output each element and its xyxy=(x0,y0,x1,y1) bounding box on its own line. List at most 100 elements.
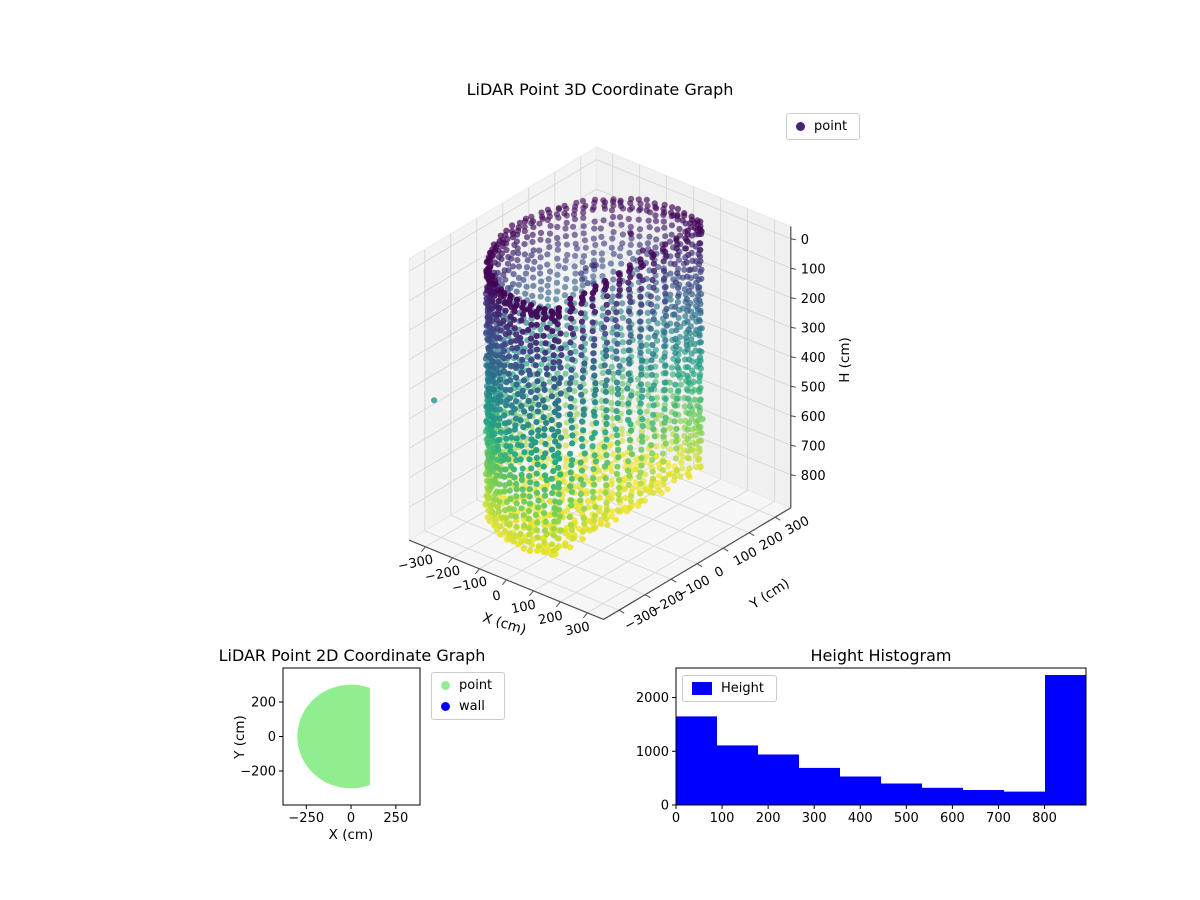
scatter-point xyxy=(591,199,598,206)
scatter-point xyxy=(555,214,562,221)
scatter-point xyxy=(591,372,598,379)
scatter-point xyxy=(541,486,548,493)
scatter-point xyxy=(546,497,554,504)
scatter-point xyxy=(674,211,681,218)
scatter-point xyxy=(550,365,557,372)
scatter-point xyxy=(541,539,548,546)
scatter-point xyxy=(625,400,632,407)
scatter-point xyxy=(489,468,496,475)
x-tick-label: −250 xyxy=(288,811,324,826)
scatter-point xyxy=(626,293,633,300)
x-tick-label: 700 xyxy=(986,811,1011,826)
scatter-point xyxy=(608,345,615,352)
scatter-point xyxy=(673,467,680,474)
scatter-point xyxy=(586,527,593,534)
scatter-point xyxy=(517,417,524,424)
scatter-point xyxy=(625,318,632,325)
scatter-point xyxy=(496,351,504,359)
hist-bar xyxy=(799,767,840,805)
scatter-point xyxy=(633,459,640,466)
scatter-point xyxy=(638,433,646,440)
scatter-point xyxy=(496,508,503,515)
scatter-point xyxy=(544,324,551,331)
scatter-point xyxy=(528,449,535,456)
scatter-point xyxy=(490,386,498,393)
scatter-point xyxy=(673,438,680,445)
scatter-point xyxy=(590,273,597,280)
scatter-point xyxy=(637,293,644,301)
scatter-point xyxy=(561,210,568,217)
scatter-point xyxy=(685,472,692,479)
scatter-point xyxy=(521,241,528,248)
x-tick-label: 100 xyxy=(510,597,537,617)
scatter-point xyxy=(555,442,562,449)
scatter-point xyxy=(534,370,541,377)
scatter-point xyxy=(650,402,657,409)
x-tick-label: 300 xyxy=(802,811,827,826)
scatter-point xyxy=(577,476,585,483)
scatter-point xyxy=(537,270,544,277)
hist-title: Height Histogram xyxy=(810,646,952,665)
plot2d-legend: point wall xyxy=(431,672,506,720)
scatter-point xyxy=(684,387,691,394)
scatter-point xyxy=(495,446,502,453)
scatter-point xyxy=(570,223,577,230)
scatter-point xyxy=(651,433,658,440)
scatter-point xyxy=(603,301,610,308)
x-tick-label: 100 xyxy=(710,811,735,826)
scatter-point xyxy=(639,438,646,445)
scatter-point xyxy=(661,343,668,350)
scatter-point xyxy=(578,391,585,398)
scatter-point xyxy=(649,308,656,315)
scatter-point xyxy=(522,290,529,297)
scatter-point xyxy=(537,286,545,293)
scatter-point xyxy=(517,456,524,463)
scatter-point xyxy=(569,432,576,439)
scatter-point xyxy=(590,408,597,416)
scatter-point xyxy=(671,311,678,318)
scatter-point xyxy=(520,511,527,519)
scatter-point xyxy=(596,494,603,501)
scatter-point xyxy=(661,224,668,231)
scatter-point xyxy=(562,542,569,549)
y-tick-label: 2000 xyxy=(636,691,669,706)
scatter-point xyxy=(603,420,610,428)
scatter-point xyxy=(637,381,645,388)
scatter-point xyxy=(554,223,561,231)
scatter-point xyxy=(604,293,611,300)
scatter-point xyxy=(610,213,617,221)
scatter-point xyxy=(593,419,600,427)
scatter-point xyxy=(639,247,646,254)
scatter-point xyxy=(580,230,587,237)
scatter-point xyxy=(646,267,653,274)
scatter-point xyxy=(601,240,608,247)
scatter-point xyxy=(545,237,552,244)
scatter-point xyxy=(671,473,678,480)
scatter-point xyxy=(674,252,681,259)
scatter-point xyxy=(660,218,667,225)
scatter-point xyxy=(661,329,668,336)
scatter-point xyxy=(496,376,504,383)
scatter-point xyxy=(546,435,553,442)
scatter-point xyxy=(685,303,692,310)
scatter-point xyxy=(501,527,508,535)
scatter-point xyxy=(512,513,519,520)
scatter-point xyxy=(648,482,655,489)
scatter-point xyxy=(577,490,585,498)
scatter-point xyxy=(569,535,576,542)
scatter-point xyxy=(685,281,692,288)
scatter-point xyxy=(662,298,669,305)
scatter-point xyxy=(525,326,532,333)
scatter-point xyxy=(534,519,541,526)
scatter-point xyxy=(668,231,675,238)
scatter-point xyxy=(496,370,503,377)
gridline xyxy=(424,530,620,611)
scatter-point xyxy=(647,293,655,300)
scatter-point xyxy=(492,281,499,288)
scatter-point xyxy=(625,416,632,424)
scatter-point xyxy=(569,457,576,464)
scatter-point xyxy=(568,475,576,482)
scatter-point xyxy=(660,258,667,265)
scatter-point xyxy=(615,491,622,498)
scatter-point xyxy=(489,298,496,305)
